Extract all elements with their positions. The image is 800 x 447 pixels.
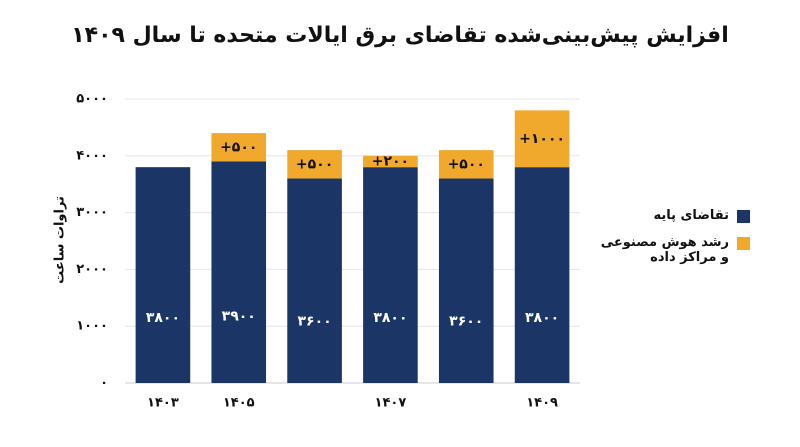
value-label: ۳۸۰۰ [146, 310, 180, 326]
value-label: ۳۶۰۰ [297, 314, 331, 330]
bar-segment [438, 178, 494, 383]
bar-segment [514, 167, 570, 383]
y-tick-label: ۴۰۰۰ [76, 148, 108, 163]
bar-segment [514, 110, 570, 168]
bar-segment [211, 161, 267, 383]
bar-segment [287, 178, 342, 383]
value-label: ۳۶۰۰ [449, 314, 483, 330]
legend-label: تقاضای پایه [653, 208, 729, 223]
bar-segment [135, 167, 191, 383]
value-label: +۵۰۰ [220, 139, 257, 155]
bar-segment [211, 133, 267, 162]
legend-item: تقاضای پایه [590, 208, 750, 223]
bar-segment [363, 155, 418, 168]
x-tick-label: ۱۴۰۳ [147, 396, 179, 411]
x-tick-label: ۱۴۰۷ [375, 396, 407, 411]
y-tick-label: ۳۰۰۰ [76, 205, 108, 220]
value-label: +۲۰۰ [372, 153, 409, 169]
legend-item: رشد هوش مصنوعی و مراکز داده [590, 235, 750, 265]
y-tick-label: ۱۰۰۰ [76, 319, 108, 334]
value-label: ۳۹۰۰ [222, 309, 256, 325]
value-label: +۱۰۰۰ [519, 131, 565, 147]
y-tick-label: ۲۰۰۰ [76, 262, 108, 277]
value-label: ۳۸۰۰ [525, 310, 559, 326]
chart-title: افزایش پیش‌بینی‌شده تقاضای برق ایالات مت… [71, 23, 729, 48]
value-label: ۳۸۰۰ [373, 310, 407, 326]
bar-segment [287, 150, 342, 179]
value-label: +۵۰۰ [448, 156, 485, 172]
bar-segment [438, 150, 494, 179]
legend-swatch [737, 210, 750, 223]
legend: تقاضای پایه رشد هوش مصنوعی و مراکز داده [590, 208, 750, 277]
y-axis-label: تراوات ساعت [53, 196, 68, 284]
legend-label: رشد هوش مصنوعی و مراکز داده [600, 235, 729, 265]
bar-segment [363, 167, 418, 383]
legend-swatch [737, 237, 750, 250]
y-tick-label: ۵۰۰۰ [76, 92, 108, 107]
x-tick-label: ۱۴۰۵ [223, 396, 255, 411]
y-tick-label: ۰ [100, 376, 108, 391]
x-tick-label: ۱۴۰۹ [526, 396, 558, 411]
value-label: +۵۰۰ [296, 156, 333, 172]
